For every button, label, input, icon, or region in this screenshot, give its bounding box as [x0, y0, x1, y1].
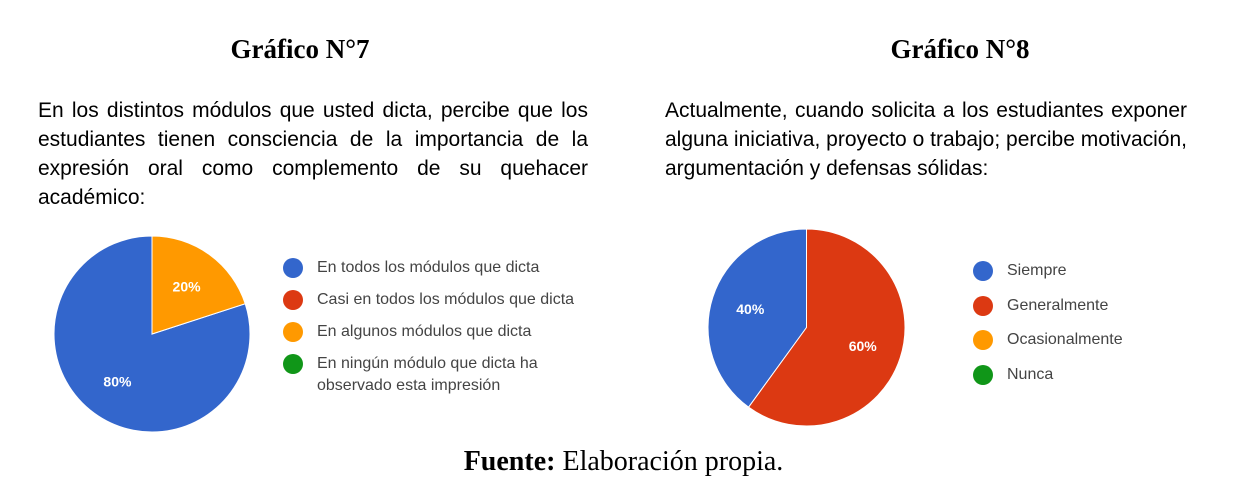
legend-label: Siempre	[1007, 262, 1067, 279]
chart-7-pie: 80% 20%	[53, 235, 251, 433]
legend-label: En todos los módulos que dicta	[317, 259, 540, 276]
source-caption: Fuente: Elaboración propia.	[0, 446, 1247, 478]
slice-label: 20%	[173, 278, 202, 294]
legend-label: Ocasionalmente	[1007, 331, 1123, 348]
legend-item: En todos los módulos que dicta	[283, 257, 603, 279]
slice-label: 60%	[849, 338, 878, 354]
legend-swatch	[973, 295, 993, 316]
legend-item: Generalmente	[973, 295, 1193, 317]
legend-swatch	[283, 354, 303, 374]
legend-item: En algunos módulos que dicta	[283, 321, 603, 343]
chart-8-question: Actualmente, cuando solicita a los estud…	[665, 99, 1187, 180]
legend-item: Siempre	[973, 260, 1193, 282]
chart-8-title: Gráfico N°8	[890, 34, 1030, 64]
legend-swatch	[283, 322, 303, 342]
chart-7-title: Gráfico N°7	[230, 34, 370, 64]
legend-swatch	[973, 364, 993, 385]
pie-slice	[53, 235, 251, 433]
slice-label: 40%	[736, 301, 765, 317]
legend-label: En ningún módulo que dicta ha observado …	[317, 355, 538, 394]
source-label: Fuente:	[463, 446, 556, 477]
chart-7-question: En los distintos módulos que usted dicta…	[38, 99, 588, 209]
source-text: Elaboración propia.	[562, 446, 784, 477]
legend-swatch	[973, 330, 993, 350]
legend-label: Nunca	[1007, 365, 1054, 383]
legend-item: Nunca	[973, 364, 1193, 386]
legend-swatch	[283, 258, 303, 278]
pie-slice	[747, 228, 906, 427]
chart-7-legend: En todos los módulos que dicta Casi en t…	[283, 257, 603, 407]
pie-slice	[707, 228, 807, 408]
legend-swatch	[973, 261, 993, 281]
legend-label: Casi en todos los módulos que dicta	[317, 291, 575, 308]
chart-8-legend: Siempre Generalmente Ocasionalmente Nunc…	[973, 260, 1193, 398]
legend-item: Ocasionalmente	[973, 329, 1193, 351]
legend-swatch	[283, 290, 303, 310]
legend-label: Generalmente	[1007, 296, 1109, 314]
pie-slice	[151, 235, 246, 335]
slice-label: 80%	[103, 374, 132, 390]
chart-8-pie: 40% 60%	[707, 228, 906, 427]
legend-item: Casi en todos los módulos que dicta	[283, 289, 603, 311]
legend-item: En ningún módulo que dicta ha observado …	[283, 353, 603, 397]
legend-label: En algunos módulos que dicta	[317, 323, 532, 340]
